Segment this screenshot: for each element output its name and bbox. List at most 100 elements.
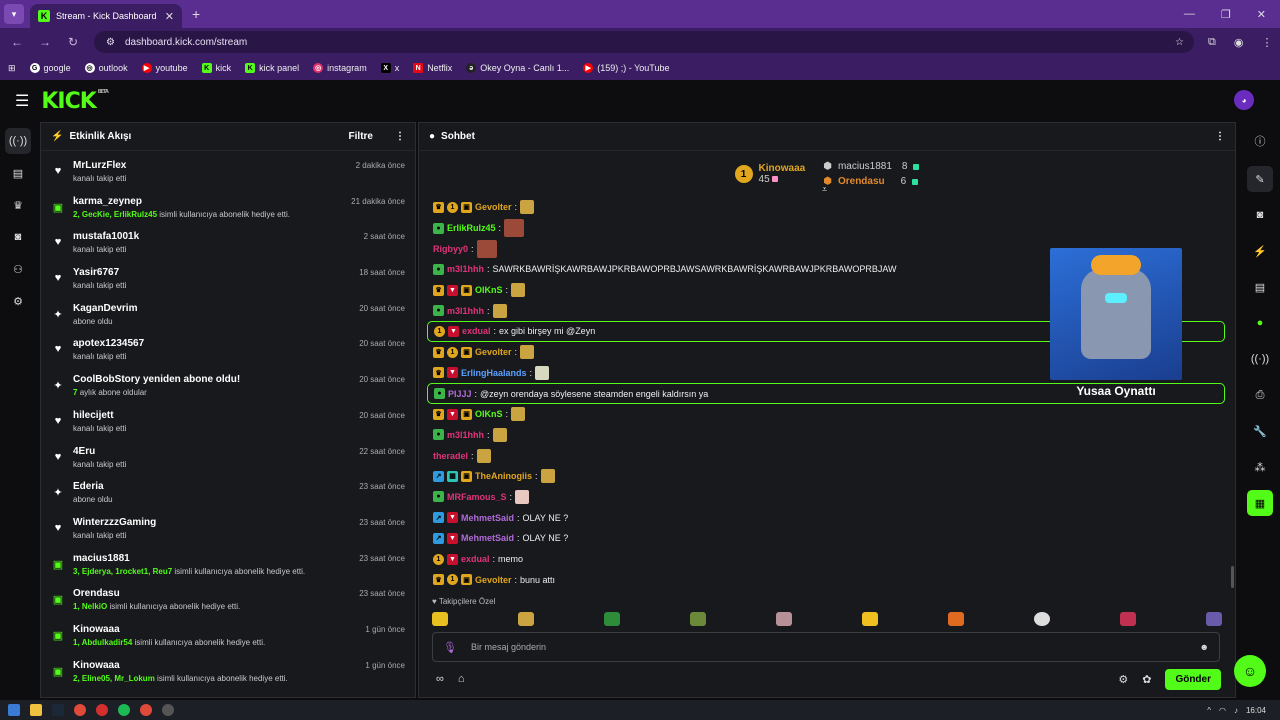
tray-chevron-icon[interactable]: ^ [1207, 705, 1211, 715]
chat-username[interactable]: Gevolter [475, 202, 512, 213]
emote-3[interactable] [604, 612, 620, 626]
emote-1[interactable] [432, 612, 448, 626]
camera-icon[interactable]: ◙ [1256, 209, 1264, 221]
activity-item[interactable]: ♥ 4Eru kanalı takip etti 22 saat önce [41, 443, 415, 479]
clock-time[interactable]: 16:04 [1245, 705, 1266, 715]
integrations-icon[interactable]: ⁂ [1254, 461, 1266, 474]
chat-username[interactable]: Rigbyy0 [433, 243, 469, 254]
emote-9[interactable] [1120, 612, 1136, 626]
activity-lightning-icon[interactable]: ⚡ [1253, 245, 1267, 258]
store-icon[interactable]: ⌂ [457, 673, 465, 685]
chat-username[interactable]: ErlingHaalands [461, 367, 527, 378]
restore-icon[interactable]: ❐ [1220, 8, 1231, 21]
chat-message[interactable]: ● ErlikRulz45: [427, 218, 1223, 239]
expand-chevron-icon[interactable]: ⩡ [822, 184, 828, 194]
chat-message[interactable]: ↗ ▦ ▣ TheAninogiis: [427, 466, 1223, 487]
activity-item[interactable]: ▣ karma_zeynep 2, GecKie, ErlikRulz45 is… [41, 193, 415, 229]
activity-username[interactable]: Ederia [73, 481, 104, 493]
activity-item[interactable]: ♥ hilecijett kanalı takip etti 20 saat ö… [41, 407, 415, 443]
browser-tab-active[interactable]: K Stream - Kick Dashboard ✕ [30, 4, 182, 28]
activity-item[interactable]: ♥ mustafa1001k kanalı takip etti 2 saat … [41, 228, 415, 264]
spotify-icon[interactable] [118, 704, 130, 716]
activity-item[interactable]: ▣ macius1881 3, Ejderya, 1rocket1, Reu7 … [41, 550, 415, 586]
chat-message[interactable]: ♛ 1 ▣ Gevolter: [427, 197, 1223, 218]
chat-settings-icon[interactable]: ⚙ [1118, 673, 1129, 686]
kicks-infinity-icon[interactable]: ∞ [436, 673, 444, 685]
activity-username[interactable]: Kinowaaa [73, 623, 120, 635]
site-info-icon[interactable]: ⚙ [106, 36, 115, 48]
gift-sub-icon[interactable]: ✿ [1142, 673, 1152, 686]
bookmark-star-icon[interactable]: ☆ [1175, 36, 1184, 48]
chat-message[interactable]: theradel: [427, 445, 1223, 466]
chat-username[interactable]: m3l1hhh [447, 264, 485, 275]
chat-username[interactable]: m3l1hhh [447, 305, 485, 316]
wifi-icon[interactable]: ◠ [1218, 705, 1226, 715]
activity-item[interactable]: ♥ Yasir6767 kanalı takip etti 18 saat ön… [41, 264, 415, 300]
analytics-icon[interactable]: ▤ [12, 167, 24, 180]
emote-4[interactable] [690, 612, 706, 626]
chat-message[interactable]: ● MRFamous_S: [427, 487, 1223, 508]
activity-item[interactable]: ▣ Orendasu 1, NelkiO isimli kullanıcıya … [41, 585, 415, 621]
chat-username[interactable]: m3l1hhh [447, 429, 485, 440]
camera-icon[interactable]: ◙ [14, 231, 22, 243]
new-tab-icon[interactable]: + [192, 6, 201, 22]
chat-icon[interactable]: ● [1256, 317, 1264, 329]
extensions-icon[interactable]: ⧉ [1208, 35, 1216, 48]
chat-message[interactable]: ♛ ▼ ▣ OlKnS: [427, 280, 1223, 301]
emote-2[interactable] [518, 612, 534, 626]
opera-icon[interactable] [96, 704, 108, 716]
chat-username[interactable]: Gevolter [475, 347, 512, 358]
forward-icon[interactable]: → [39, 35, 51, 49]
settings-gear-icon[interactable]: ⚙ [13, 295, 23, 308]
chat-username[interactable]: OlKnS [475, 409, 503, 420]
hamburger-menu-icon[interactable]: ☰ [15, 93, 30, 110]
activity-item[interactable]: ▣ Kinowaaa 2, Eline05, Mr_Lokum isimli k… [41, 657, 415, 693]
kebab-menu-icon[interactable]: ⋮ [395, 131, 405, 142]
activity-username[interactable]: macius1881 [73, 552, 130, 564]
activity-username[interactable]: CoolBobStory yeniden abone oldu! [73, 374, 241, 386]
chat-message-highlighted[interactable]: 1 ▼ exdual: ex gibi birşey mi @Zeyn [427, 321, 1225, 342]
file-explorer-icon[interactable] [30, 704, 42, 716]
back-icon[interactable]: ← [11, 35, 23, 49]
emote-10[interactable] [1206, 612, 1222, 626]
activity-username[interactable]: Yasir6767 [73, 267, 120, 279]
bookmark-okey[interactable]: ə Okey Oyna - Canlı 1... [466, 63, 569, 73]
windows-start-icon[interactable] [8, 704, 20, 716]
tab-search-icon[interactable]: ▾ [4, 4, 24, 24]
chat-message[interactable]: ↗ ▼ MehmetSaid: OLAY NE ? [427, 528, 1223, 549]
chat-message[interactable]: ♛ ▼ ErlingHaalands: [427, 363, 1223, 384]
chat-username[interactable]: MehmetSaid [461, 512, 515, 523]
microphone-icon[interactable]: 🎙 [443, 641, 457, 654]
activity-username[interactable]: WinterzzzGaming [73, 516, 157, 528]
bookmark-youtube-2[interactable]: ▶ (159) ;) - YouTube [583, 63, 669, 73]
notes-icon[interactable]: ▤ [1254, 281, 1266, 294]
activity-username[interactable]: hilecijett [73, 409, 114, 421]
activity-username[interactable]: apotex1234567 [73, 338, 145, 350]
leaderboard-third[interactable]: ⬢ Orendasu 6 [823, 176, 919, 187]
window-close-icon[interactable]: ✕ [1256, 8, 1266, 21]
chat-username[interactable]: exdual [461, 554, 490, 565]
chat-message-highlighted[interactable]: ● PIJJJ: @zeyn orendaya söylesene steamde… [427, 383, 1225, 404]
printer-icon[interactable]: ⎙ [1255, 388, 1265, 401]
tab-close-icon[interactable]: ✕ [164, 10, 174, 23]
chat-username[interactable]: MRFamous_S [447, 491, 507, 502]
chat-message[interactable]: ↗ ▼ MehmetSaid: OLAY NE ? [427, 507, 1223, 528]
emote-7[interactable] [948, 612, 964, 626]
chat-message[interactable]: ● m3l1hhh: SAWRKBAWRİŞKAWRBAWJPKRBAWOPRBJ… [427, 259, 1223, 280]
minimize-icon[interactable]: — [1183, 7, 1195, 20]
clapperboard-icon[interactable]: ▦ [1247, 490, 1273, 516]
edit-pencil-icon[interactable]: ✎ [1247, 166, 1273, 192]
trophy-icon[interactable]: ♛ [13, 199, 23, 212]
activity-username[interactable]: KaganDevrim [73, 302, 138, 314]
browser-menu-icon[interactable]: ⋮ [1261, 36, 1273, 49]
activity-item[interactable]: ♥ WinterzzzGaming kanalı takip etti 23 s… [41, 514, 415, 550]
chat-username[interactable]: MehmetSaid [461, 533, 515, 544]
chat-message[interactable]: ● m3l1hhh: [427, 425, 1223, 446]
kick-logo[interactable]: KICK BETA [41, 88, 109, 114]
chrome-icon[interactable] [74, 704, 86, 716]
chat-scrollbar[interactable] [1231, 566, 1234, 588]
activity-item[interactable]: ✦ Ederia abone oldu 23 saat önce [41, 478, 415, 514]
activity-username[interactable]: Orendasu [73, 588, 120, 600]
